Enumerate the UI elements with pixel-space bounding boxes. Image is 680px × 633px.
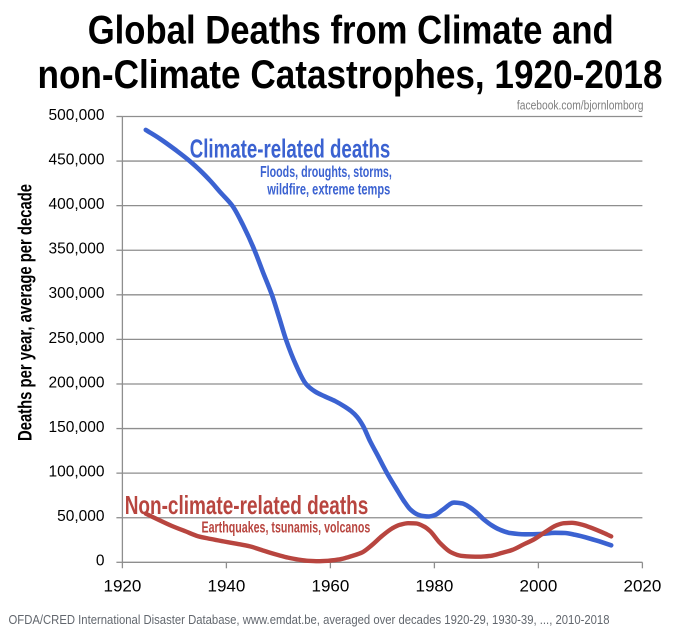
svg-text:250,000: 250,000 xyxy=(48,330,104,347)
svg-text:2000: 2000 xyxy=(519,577,557,596)
svg-text:Non-climate-related deaths: Non-climate-related deaths xyxy=(125,490,369,520)
svg-text:Earthquakes, tsunamis, volcano: Earthquakes, tsunamis, volcanos xyxy=(202,520,371,537)
svg-text:1940: 1940 xyxy=(207,577,245,596)
svg-text:200,000: 200,000 xyxy=(48,374,104,391)
svg-text:300,000: 300,000 xyxy=(48,285,104,302)
svg-text:1960: 1960 xyxy=(311,577,349,596)
svg-text:0: 0 xyxy=(96,553,105,570)
svg-text:2020: 2020 xyxy=(623,577,661,596)
svg-text:Deaths per year, average per d: Deaths per year, average per decade xyxy=(16,184,37,441)
svg-text:OFDA/CRED International Disast: OFDA/CRED International Disaster Databas… xyxy=(9,612,610,627)
svg-text:Global Deaths from Climate and: Global Deaths from Climate and xyxy=(88,8,614,52)
svg-text:100,000: 100,000 xyxy=(48,464,104,481)
svg-text:350,000: 350,000 xyxy=(48,241,104,258)
svg-text:400,000: 400,000 xyxy=(48,196,104,213)
svg-text:1980: 1980 xyxy=(415,577,453,596)
svg-text:50,000: 50,000 xyxy=(57,508,105,525)
svg-text:1920: 1920 xyxy=(103,577,141,596)
svg-text:non-Climate Catastrophes, 1920: non-Climate Catastrophes, 1920-2018 xyxy=(38,53,663,97)
svg-text:500,000: 500,000 xyxy=(48,107,104,124)
svg-text:facebook.com/bjornlomborg: facebook.com/bjornlomborg xyxy=(517,98,644,113)
svg-text:450,000: 450,000 xyxy=(48,152,104,169)
svg-text:Floods, droughts, storms,: Floods, droughts, storms, xyxy=(260,164,392,181)
svg-text:Climate-related deaths: Climate-related deaths xyxy=(190,134,391,164)
svg-text:wildfire, extreme temps: wildfire, extreme temps xyxy=(267,182,391,199)
svg-text:150,000: 150,000 xyxy=(48,419,104,436)
